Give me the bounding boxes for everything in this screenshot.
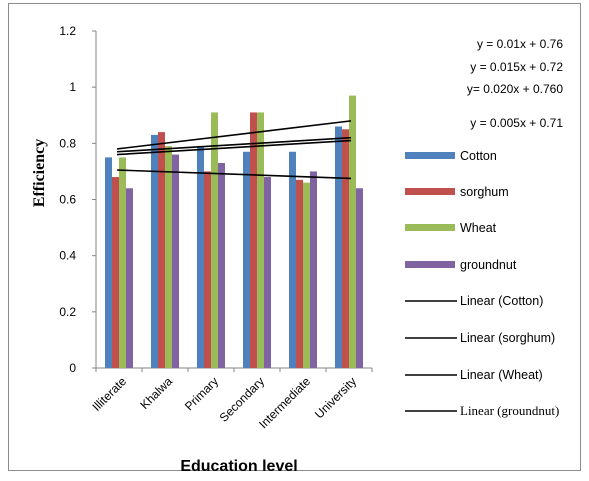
bar-groundnut (126, 188, 133, 368)
bar-groundnut (172, 154, 179, 368)
y-tick-label: 0.6 (59, 193, 76, 207)
bar-sorghum (158, 132, 165, 368)
legend-label: Linear (Wheat) (460, 368, 543, 382)
bar-sorghum (112, 177, 119, 368)
trend-equations: y = 0.01x + 0.76 y = 0.015x + 0.72 y= 0.02… (467, 37, 563, 130)
bar-groundnut (264, 177, 271, 368)
trend-equation: y= 0.020x + 0.760 (467, 82, 563, 96)
bar-wheat (303, 182, 310, 368)
trendline (116, 120, 352, 150)
trend-equation: y = 0.01x + 0.76 (477, 37, 563, 51)
bar-groundnut (356, 188, 363, 368)
bar-cotton (197, 146, 204, 368)
x-tick-label: University (312, 374, 359, 421)
bar-wheat (119, 157, 126, 368)
legend-label: sorghum (460, 185, 509, 199)
bar-wheat (165, 146, 172, 368)
trendlines (116, 120, 352, 180)
y-tick-label: 0 (69, 361, 76, 375)
legend-label: Linear (Cotton) (460, 294, 543, 308)
legend-label: Linear (sorghum) (460, 331, 555, 345)
bar-sorghum (296, 179, 303, 368)
y-axis-title: Efficiency (31, 139, 48, 207)
legend-swatch-cotton (405, 152, 455, 159)
bar-cotton (105, 157, 112, 368)
trendline (116, 139, 352, 156)
bar-cotton (151, 134, 158, 368)
y-tick-label: 0.4 (59, 249, 76, 263)
trend-equation: y = 0.015x + 0.72 (470, 60, 563, 74)
bar-series (105, 95, 363, 368)
y-tick-label: 1.2 (59, 24, 76, 38)
y-tick-label: 0.8 (59, 136, 76, 150)
legend-label: Linear (groundnut) (460, 403, 559, 418)
bar-wheat (211, 112, 218, 368)
bar-cotton (335, 126, 342, 368)
legend-label: Wheat (460, 221, 497, 235)
x-tick-label: Illiterate (90, 374, 130, 414)
bar-sorghum (342, 129, 349, 368)
trendline (116, 136, 352, 153)
bar-groundnut (310, 171, 317, 368)
bar-cotton (243, 151, 250, 368)
bar-wheat (257, 112, 264, 368)
x-tick-label: Khalwa (137, 374, 175, 412)
bar-groundnut (218, 162, 225, 368)
bar-wheat (349, 95, 356, 368)
bar-sorghum (250, 112, 257, 368)
legend-swatch-sorghum (405, 188, 455, 195)
bar-sorghum (204, 171, 211, 368)
x-tick-label: Primary (182, 374, 221, 413)
legend-swatch-groundnut (405, 261, 455, 268)
x-axis-title: Education level (180, 458, 297, 475)
legend-label: groundnut (460, 258, 517, 272)
bar-cotton (289, 151, 296, 368)
y-tick-label: 1 (69, 80, 76, 94)
trend-equation: y = 0.005x + 0.71 (470, 116, 563, 130)
legend-swatch-wheat (405, 224, 455, 231)
y-tick-label: 0.2 (59, 305, 76, 319)
axis-labels: Efficiency Education level (31, 139, 298, 475)
legend-label: Cotton (460, 149, 497, 163)
legend: Cotton sorghum Wheat groundnut Linear (Cotto… (405, 149, 559, 418)
trendline (116, 169, 352, 180)
